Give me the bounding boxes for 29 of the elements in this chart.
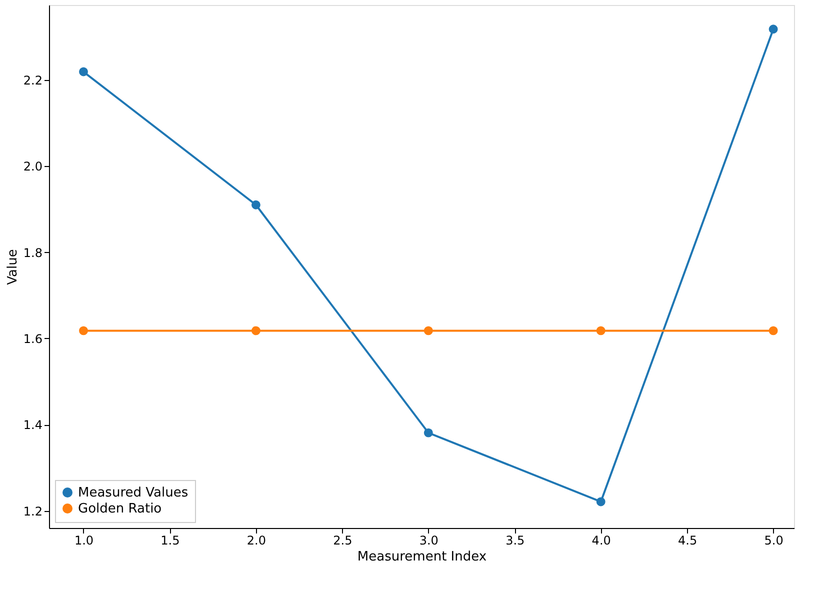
point [596, 497, 606, 506]
y-tick-label: 2.2 [23, 73, 42, 88]
x-tick-label: 2.5 [333, 534, 352, 548]
point [251, 326, 260, 336]
point [596, 326, 606, 336]
x-tick-label: 2.0 [246, 534, 266, 548]
y-tick-label: 1.6 [23, 332, 42, 346]
y-axis-title: Value [5, 249, 20, 285]
point [424, 326, 433, 336]
point [79, 67, 88, 76]
x-tick-label: 1.0 [74, 534, 94, 548]
point [768, 24, 778, 34]
legend-label: Golden Ratio [78, 502, 162, 516]
x-tick-label: 4.0 [592, 534, 611, 548]
x-tick-label: 1.5 [160, 534, 180, 548]
x-tick-label: 3.5 [506, 534, 525, 548]
x-tick-label: 5.0 [764, 534, 784, 548]
x-tick-label: 3.0 [419, 534, 438, 548]
y-tick-label: 2.0 [23, 160, 42, 174]
point [768, 326, 778, 336]
y-tick-label: 1.4 [23, 418, 42, 432]
legend-label: Measured Values [78, 486, 188, 500]
y-tick-label: 1.8 [23, 246, 42, 260]
x-tick-label: 4.5 [678, 534, 698, 548]
point [251, 200, 260, 210]
y-tick-label: 1.2 [23, 504, 42, 518]
point [424, 428, 433, 438]
x-axis-title: Measurement Index [357, 550, 487, 564]
point [79, 326, 88, 336]
